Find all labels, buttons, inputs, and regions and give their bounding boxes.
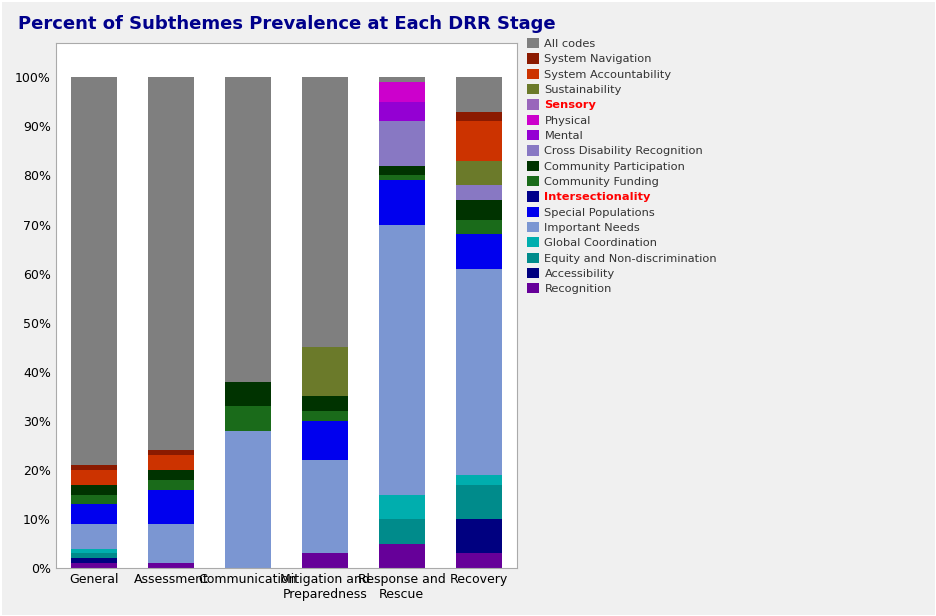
Bar [148, 77, 194, 450]
Bar [456, 200, 502, 220]
Bar [71, 505, 117, 524]
Bar [379, 180, 425, 224]
Bar [225, 381, 271, 406]
Bar [225, 406, 271, 431]
Bar [456, 185, 502, 200]
Bar [456, 161, 502, 185]
Bar [379, 495, 425, 519]
Bar [379, 224, 425, 495]
Bar [71, 77, 117, 465]
Bar [456, 111, 502, 121]
Title: Percent of Subthemes Prevalence at Each DRR Stage: Percent of Subthemes Prevalence at Each … [18, 15, 555, 33]
Bar [379, 166, 425, 176]
Bar [71, 553, 117, 558]
Bar [456, 475, 502, 485]
Legend: All codes, System Navigation, System Accountability, Sustainability, Sensory, Ph: All codes, System Navigation, System Acc… [527, 38, 717, 294]
Bar [301, 77, 348, 347]
Bar [379, 121, 425, 166]
Bar [225, 431, 271, 568]
Bar [301, 553, 348, 568]
Bar [71, 495, 117, 505]
Bar [148, 563, 194, 568]
Bar [71, 465, 117, 470]
Bar [148, 455, 194, 470]
Bar [379, 77, 425, 82]
Bar [379, 519, 425, 543]
Bar [71, 558, 117, 563]
Bar [456, 269, 502, 475]
Bar [456, 519, 502, 553]
Bar [71, 524, 117, 548]
Bar [301, 347, 348, 396]
Bar [148, 490, 194, 524]
Bar [301, 396, 348, 411]
Bar [456, 485, 502, 519]
Bar [379, 82, 425, 102]
Bar [301, 421, 348, 460]
Bar [379, 176, 425, 180]
Bar [301, 411, 348, 421]
Bar [456, 234, 502, 269]
Bar [225, 77, 271, 381]
Bar [456, 220, 502, 234]
Bar [148, 480, 194, 490]
Bar [71, 563, 117, 568]
Bar [301, 460, 348, 553]
Bar [379, 102, 425, 121]
Bar [456, 77, 502, 111]
Bar [148, 470, 194, 480]
Bar [379, 543, 425, 568]
Bar [71, 548, 117, 553]
Bar [456, 121, 502, 161]
Bar [148, 450, 194, 455]
Bar [71, 470, 117, 485]
Bar [148, 524, 194, 563]
Bar [456, 553, 502, 568]
Bar [71, 485, 117, 495]
